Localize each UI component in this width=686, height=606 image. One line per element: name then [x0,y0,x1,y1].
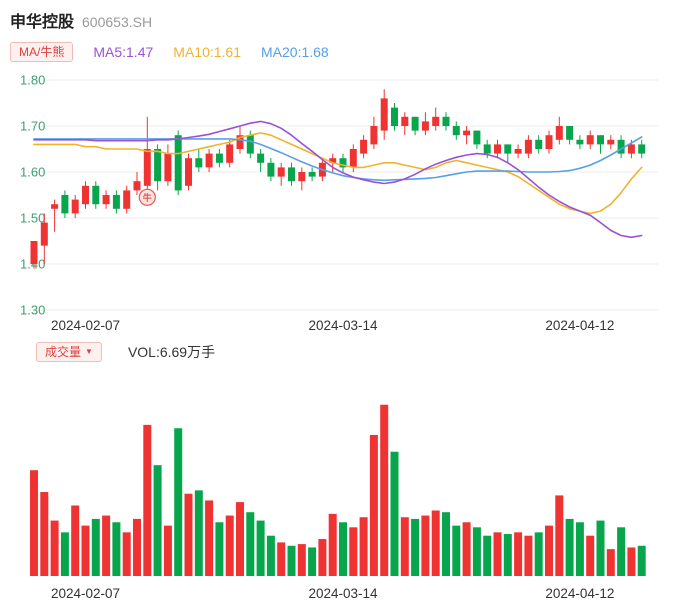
ma20-line [33,136,643,182]
indicator-legend-row: MA/牛熊 MA5:1.47 MA10:1.61 MA20:1.68 [10,40,686,64]
x-axis-label: 2024-04-12 [545,318,614,333]
ma20-legend: MA20:1.68 [261,44,329,60]
svg-text:牛: 牛 [143,192,152,203]
volume-bars-layer [30,404,646,576]
ma-indicator-selector[interactable]: MA/牛熊 [10,42,74,62]
ma5-legend: MA5:1.47 [93,44,154,60]
price-x-axis: 2024-02-07 2024-03-14 2024-04-12 [51,318,614,333]
price-candlestick-chart[interactable]: 1.801.701.601.501.401.30牛2024-02-072024-… [0,64,686,336]
stock-name: 申华控股 [10,14,75,31]
y-axis-label: 1.70 [20,119,45,134]
stock-code: 600653.SH [82,14,153,30]
x-axis-label: 2024-03-14 [308,586,378,601]
bull-marker-icon: 牛 [138,188,156,206]
candles-layer [30,89,646,269]
y-axis-label: 1.80 [20,73,45,88]
y-axis-label: 1.60 [20,165,45,180]
volume-value: VOL:6.69万手 [127,344,216,360]
ma10-legend: MA10:1.61 [173,44,241,60]
x-axis-label: 2024-02-07 [51,586,120,601]
x-axis-label: 2024-04-12 [545,586,614,601]
chevron-down-icon: ▼ [85,347,93,356]
ma10-line [33,132,643,215]
volume-indicator-selector[interactable]: 成交量 ▼ [36,342,102,362]
y-axis-label: 1.50 [20,211,45,226]
price-grid: 1.801.701.601.501.401.30 [20,73,658,318]
stock-header: 申华控股 600653.SH [0,0,686,32]
volume-header-row: 成交量 ▼ VOL:6.69万手 [36,340,686,364]
ma5-bullbear-line [33,120,643,239]
x-axis-label: 2024-03-14 [308,318,378,333]
volume-bar-chart[interactable]: 2024-02-07 2024-03-14 2024-04-12 [0,366,686,606]
volume-selector-label: 成交量 [45,345,82,359]
volume-x-axis: 2024-02-07 2024-03-14 2024-04-12 [51,586,614,601]
y-axis-label: 1.30 [20,303,45,318]
x-axis-label: 2024-02-07 [51,318,120,333]
